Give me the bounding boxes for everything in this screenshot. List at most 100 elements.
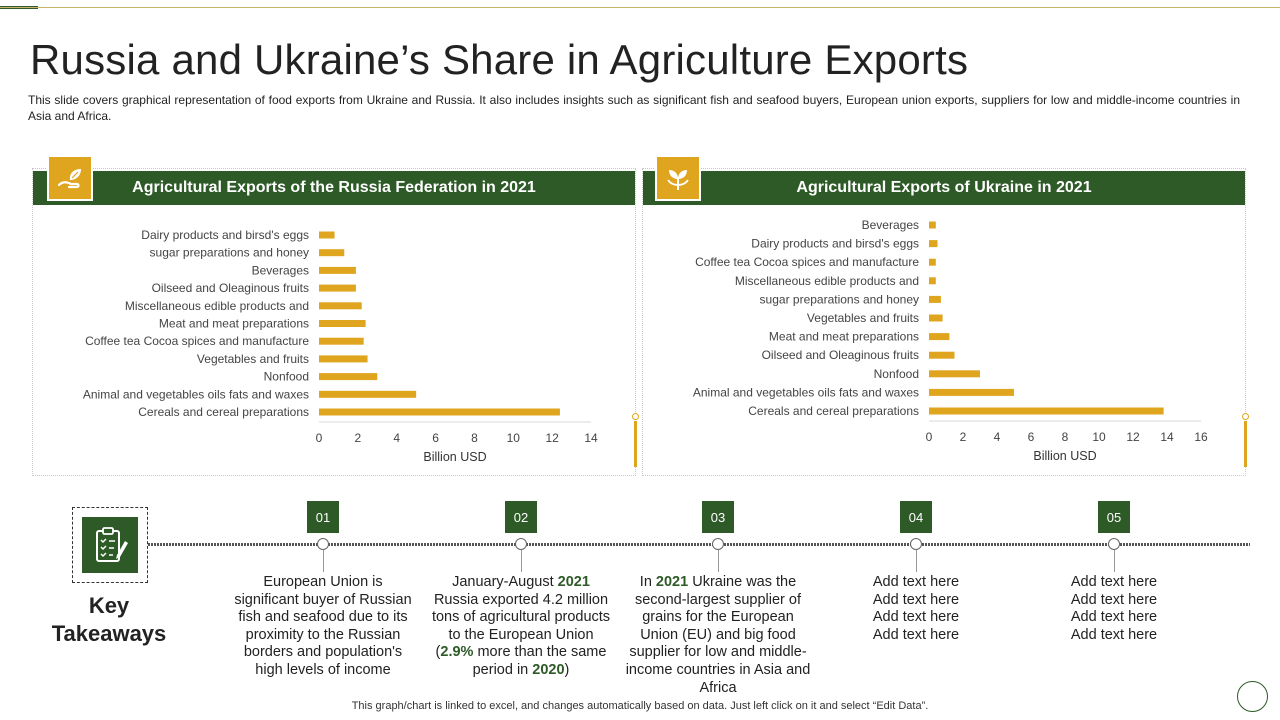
bar bbox=[929, 221, 936, 229]
bar bbox=[929, 240, 938, 248]
top-divider bbox=[0, 7, 1280, 8]
placeholder-line: Add text here bbox=[872, 574, 960, 590]
bar bbox=[319, 284, 356, 292]
hand-leaf-icon bbox=[47, 155, 93, 201]
timeline-stem bbox=[718, 550, 719, 572]
step-number-badge: 02 bbox=[505, 501, 537, 533]
placeholder-line: Add text here bbox=[872, 591, 960, 608]
category-label: Oilseed and Oleaginous fruits bbox=[152, 281, 309, 295]
step-text: European Union is significant buyer of R… bbox=[230, 574, 416, 680]
bar bbox=[319, 408, 560, 416]
highlight-value: 2020 bbox=[532, 661, 565, 678]
text-segment: European Union is significant buyer of R… bbox=[234, 574, 412, 678]
step-text: Add text here Add text here Add text here A… bbox=[823, 574, 1009, 644]
x-tick-label: 0 bbox=[316, 431, 323, 445]
x-tick-label: 14 bbox=[584, 431, 598, 445]
resize-handle[interactable] bbox=[634, 421, 637, 467]
category-label: Beverages bbox=[862, 218, 919, 232]
text-segment: In bbox=[639, 574, 656, 590]
step-text: January-August 2021 Russia exported 4.2 … bbox=[428, 574, 614, 680]
page-title: Russia and Ukraine’s Share in Agricultur… bbox=[30, 36, 969, 83]
bar bbox=[929, 314, 943, 322]
resize-handle[interactable] bbox=[1244, 421, 1247, 467]
placeholder-line: Add text here bbox=[1070, 574, 1158, 590]
x-tick-label: 10 bbox=[507, 431, 521, 445]
timeline-stem bbox=[323, 550, 324, 572]
bar bbox=[929, 407, 1164, 415]
placeholder-line: Add text here bbox=[872, 626, 960, 643]
x-tick-label: 4 bbox=[994, 430, 1001, 444]
footer-note: This graph/chart is linked to excel, and… bbox=[351, 700, 929, 712]
step-number-badge: 05 bbox=[1098, 501, 1130, 533]
x-axis-title: Billion USD bbox=[423, 450, 486, 464]
category-label: Cereals and cereal preparations bbox=[748, 404, 919, 418]
category-label: Cereals and cereal preparations bbox=[138, 405, 309, 419]
key-takeaways-icon-box bbox=[72, 507, 148, 583]
category-label: Miscellaneous edible products and bbox=[735, 274, 919, 288]
step-number-badge: 04 bbox=[900, 501, 932, 533]
x-tick-label: 4 bbox=[393, 431, 400, 445]
category-label: Vegetables and fruits bbox=[807, 311, 919, 325]
corner-circle-icon bbox=[1237, 681, 1268, 712]
ukraine-chart-header: Agricultural Exports of Ukraine in 2021 bbox=[643, 171, 1245, 205]
category-label: Coffee tea Cocoa spices and manufacture bbox=[85, 334, 309, 348]
category-label: Miscellaneous edible products and bbox=[125, 299, 309, 313]
x-tick-label: 6 bbox=[1028, 430, 1035, 444]
step-number-badge: 03 bbox=[702, 501, 734, 533]
bar bbox=[319, 249, 345, 257]
step-text: Add text here Add text here Add text here A… bbox=[1021, 574, 1207, 644]
x-tick-label: 6 bbox=[432, 431, 439, 445]
x-tick-label: 2 bbox=[960, 430, 967, 444]
ukraine-chart-panel[interactable]: Agricultural Exports of Ukraine in 2021 … bbox=[642, 155, 1249, 476]
timeline-stem bbox=[1114, 550, 1115, 572]
category-label: Beverages bbox=[252, 263, 309, 277]
russia-chart-panel[interactable]: Agricultural Exports of the Russia Feder… bbox=[32, 155, 639, 476]
bar bbox=[929, 351, 955, 359]
bar bbox=[319, 320, 366, 327]
highlight-value: 2021 bbox=[655, 574, 689, 590]
bar bbox=[319, 373, 378, 381]
category-label: Meat and meat preparations bbox=[159, 317, 309, 331]
category-label: Dairy products and birsd's eggs bbox=[141, 228, 309, 242]
category-label: Animal and vegetables oils fats and waxe… bbox=[83, 387, 309, 401]
x-tick-label: 8 bbox=[1062, 430, 1069, 444]
bar bbox=[319, 390, 417, 398]
category-label: Oilseed and Oleaginous fruits bbox=[762, 348, 919, 362]
x-tick-label: 12 bbox=[1126, 430, 1140, 444]
timeline-node bbox=[317, 538, 329, 550]
ukraine-bar-chart: Beverages Dairy products and birsd's eggs… bbox=[693, 218, 1208, 463]
text-segment: Ukraine was the second-largest supplier … bbox=[625, 574, 811, 696]
resize-handle-dot[interactable] bbox=[1242, 413, 1249, 420]
category-label: Dairy products and birsd's eggs bbox=[751, 237, 919, 251]
text-segment: Russia exported 4.2 million tons of agri… bbox=[431, 591, 611, 661]
bar bbox=[929, 295, 941, 303]
bar bbox=[319, 337, 364, 345]
highlight-value: 2021 bbox=[557, 574, 590, 590]
plant-sprout-icon bbox=[655, 155, 701, 201]
timeline-stem bbox=[916, 550, 917, 572]
bar bbox=[929, 388, 1014, 396]
category-label: Coffee tea Cocoa spices and manufacture bbox=[695, 255, 919, 269]
key-takeaways-label: Key Takeaways bbox=[51, 593, 167, 646]
timeline-node bbox=[910, 538, 922, 550]
x-tick-label: 8 bbox=[471, 431, 478, 445]
x-axis-title: Billion USD bbox=[1033, 449, 1096, 463]
bar bbox=[929, 333, 950, 341]
text-segment: more than the same period in bbox=[472, 644, 607, 678]
category-label: Animal and vegetables oils fats and waxe… bbox=[693, 385, 919, 399]
russia-bar-chart: Dairy products and birsd's eggs sugar pre… bbox=[83, 228, 598, 464]
bar bbox=[319, 266, 356, 274]
clipboard-checklist-icon bbox=[82, 517, 138, 573]
resize-handle-dot[interactable] bbox=[632, 413, 639, 420]
step-text: In 2021 Ukraine was the second-largest s… bbox=[625, 574, 811, 697]
bar bbox=[319, 231, 335, 239]
russia-chart-header: Agricultural Exports of the Russia Feder… bbox=[33, 171, 635, 205]
text-segment: January-August bbox=[452, 574, 558, 590]
x-tick-label: 0 bbox=[926, 430, 933, 444]
category-label: Vegetables and fruits bbox=[197, 352, 309, 366]
bar bbox=[319, 302, 362, 310]
category-label: sugar preparations and honey bbox=[760, 292, 919, 306]
x-tick-label: 10 bbox=[1092, 430, 1106, 444]
x-tick-label: 14 bbox=[1160, 430, 1174, 444]
highlight-value: 2.9% bbox=[440, 644, 474, 661]
